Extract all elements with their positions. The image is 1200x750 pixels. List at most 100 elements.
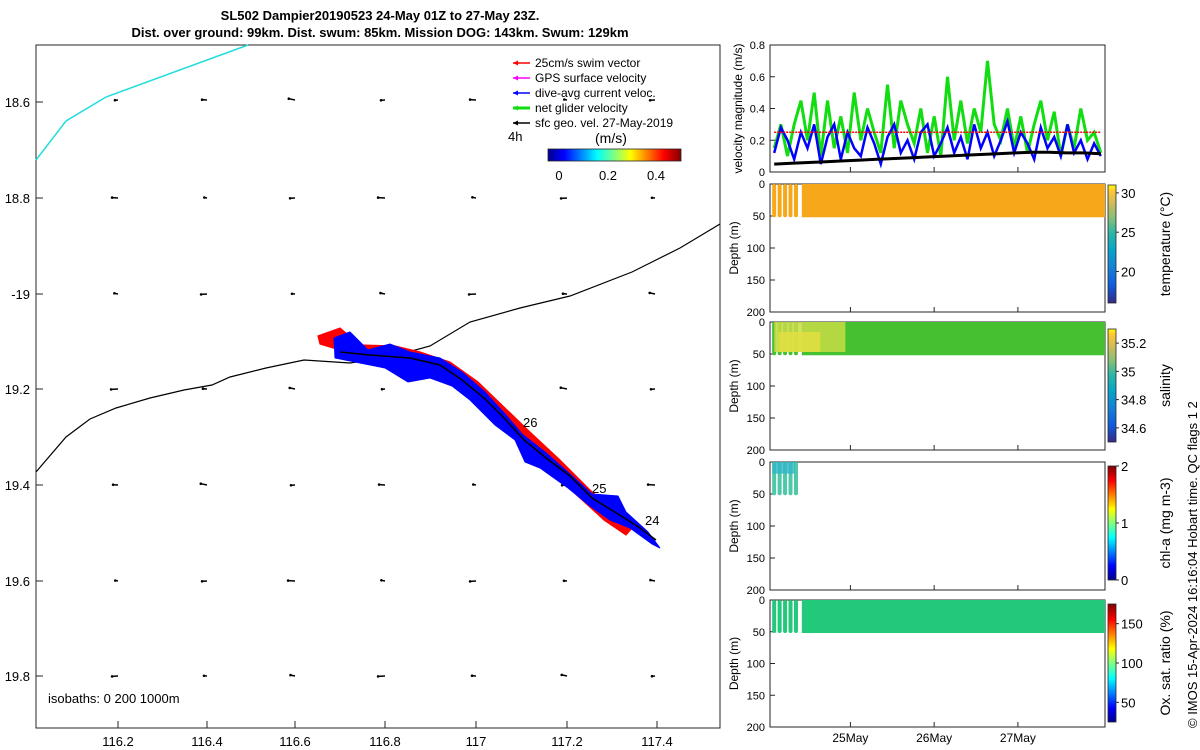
sfc-velocity-arrowhead — [199, 293, 203, 296]
section-colorbar-tick-label: 50 — [1121, 695, 1135, 710]
map-colorbar — [547, 148, 682, 162]
sfc-velocity-arrowhead — [379, 99, 383, 102]
sfc-velocity-arrowhead — [380, 579, 383, 582]
sfc-velocity-arrowhead — [467, 293, 471, 296]
section-cast — [772, 600, 777, 634]
figure-title-line-2: Dist. over ground: 99km. Dist. swum: 85k… — [131, 25, 629, 40]
section-colorbar-label: Ox. sat. ratio (%) — [1157, 610, 1173, 715]
time-axis: 25May 26May 27May — [832, 167, 1036, 745]
legend-arrowhead — [513, 90, 518, 96]
sfc-velocity-arrowhead — [468, 580, 472, 583]
sfc-velocity-arrowhead — [646, 483, 650, 486]
sfc-velocity-arrowhead — [471, 196, 474, 199]
colorbar-title: (m/s) — [595, 130, 627, 146]
section-colorbar — [1107, 465, 1117, 581]
section-y-label: Depth (m) — [727, 637, 741, 690]
section-y-tick-label: 200 — [747, 585, 765, 597]
section-colorbar — [1107, 328, 1117, 443]
sfc-velocity-arrowhead — [468, 98, 472, 101]
sfc-velocity-arrowhead — [648, 99, 652, 102]
velocity-y-tick-label: 0.8 — [750, 40, 765, 52]
glider-track — [317, 327, 661, 549]
sfc-velocity-arrowhead — [203, 196, 206, 199]
sfc-velocity-arrowhead — [472, 483, 475, 486]
legend-arrowhead — [513, 75, 518, 81]
glider-path-black — [339, 351, 657, 541]
section-y-tick-label: 100 — [747, 381, 765, 393]
sfc-velocity-arrowhead — [648, 291, 651, 295]
legend-arrowhead — [513, 105, 518, 111]
map-y-tick-label: 18.6 — [5, 95, 30, 110]
sfc-velocity-arrowhead — [109, 388, 113, 391]
section-y-tick-label: 50 — [753, 211, 765, 223]
map-x-ticks: 116.2 116.4 116.6 116.8 117 117.2 117.4 — [102, 721, 673, 749]
section-y-tick-label: 0 — [759, 595, 765, 607]
sfc-velocity-arrowhead — [563, 98, 566, 101]
section-fill — [801, 184, 1105, 218]
section-y-tick-label: 100 — [747, 659, 765, 671]
velocity-y-label: velocity magnitude (m/s) — [731, 43, 745, 173]
map-colorbar-ticks: 0 0.2 0.4 — [555, 168, 665, 183]
map-colorbar-tick-label: 0 — [555, 168, 562, 183]
section-colorbar-tick-label: 0 — [1121, 573, 1128, 588]
sfc-velocity-arrowhead — [470, 674, 474, 677]
sfc-velocity-arrowhead — [110, 196, 114, 199]
sfc-velocity-arrowhead — [110, 675, 114, 678]
map-panel: 116.2 116.4 116.6 116.8 117 117.2 117.4 18.618… — [5, 44, 721, 749]
section-y-label: Depth (m) — [727, 359, 741, 412]
map-y-tick-label: 19.2 — [5, 382, 30, 397]
sfc-velocity-arrowhead — [650, 674, 654, 678]
sfc-velocity-arrowhead — [377, 483, 381, 486]
section-y-tick-label: 0 — [759, 179, 765, 191]
section-colorbar-tick-label: 35 — [1121, 364, 1135, 379]
section-colorbar-tick-label: 150 — [1121, 617, 1143, 632]
section-y-tick-label: 200 — [747, 722, 765, 734]
section-colorbar-tick-label: 1 — [1121, 516, 1128, 531]
section-cast — [793, 600, 798, 634]
section-y-tick-label: 100 — [747, 243, 765, 255]
map-axes-box — [35, 44, 721, 729]
map-y-tick-label: -19 — [11, 287, 30, 302]
map-x-tick-label: 116.6 — [279, 734, 311, 749]
section-patch — [772, 462, 795, 474]
sfc-velocity-arrowhead — [561, 292, 565, 296]
map-y-tick-label: 19.8 — [5, 669, 30, 684]
sfc-velocity-arrowhead — [200, 580, 204, 583]
figure-title-line-1: SL502 Dampier20190523 24-May 01Z to 27-M… — [220, 8, 540, 23]
sfc-velocity-arrowhead — [288, 197, 292, 200]
sfc-velocity-arrowhead — [379, 291, 382, 295]
sfc-velocity-arrowhead — [560, 673, 563, 677]
section-y-tick-label: 200 — [747, 307, 765, 319]
velocity-series-net — [772, 60, 1103, 157]
legend-label: sfc geo. vel. 27-May-2019 — [535, 116, 673, 130]
section-y-tick-label: 0 — [759, 457, 765, 469]
sfc-velocity-arrowhead — [200, 98, 204, 101]
legend-label: 25cm/s swim vector — [535, 56, 640, 70]
time-tick-label: 25May — [832, 731, 868, 745]
map-x-tick-label: 116.4 — [191, 734, 223, 749]
sfc-velocity-arrowhead — [649, 388, 653, 391]
section-colorbar-tick-label: 25 — [1121, 225, 1135, 240]
sfc-velocity-arrowhead — [201, 387, 205, 391]
section-colorbar-tick-label: 34.6 — [1121, 421, 1146, 436]
section-cast — [777, 600, 782, 634]
legend-4h: 4h — [508, 129, 522, 144]
sfc-velocity-arrowhead — [113, 292, 116, 295]
section-cast — [777, 184, 782, 218]
section-cast — [772, 184, 777, 218]
velocity-y-tick-label: 0.6 — [750, 72, 765, 84]
map-y-tick-label: 19.6 — [5, 574, 30, 589]
isobaths-note: isobaths: 0 200 1000m — [48, 691, 180, 706]
section-y-tick-label: 150 — [747, 413, 765, 425]
day-label-24: 24 — [645, 513, 659, 528]
sfc-velocity-arrowhead — [559, 197, 563, 200]
section-y-label: Depth (m) — [727, 221, 741, 274]
section-colorbar — [1107, 603, 1117, 723]
sfc-velocity-arrowhead — [562, 579, 566, 583]
sfc-velocity-arrowhead — [380, 387, 384, 391]
velocity-series-sfc — [774, 150, 1101, 166]
credit-text: © IMOS 15-Apr-2024 16:16:04 Hobart time.… — [1185, 401, 1200, 728]
